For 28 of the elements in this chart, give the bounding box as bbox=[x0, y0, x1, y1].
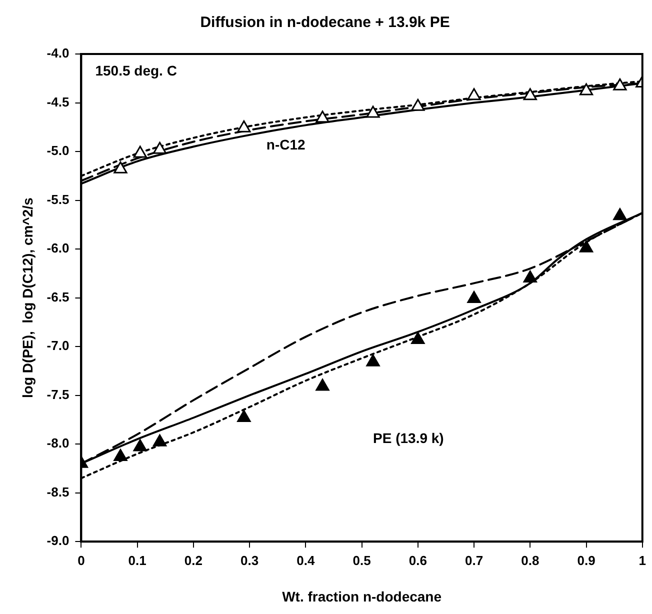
x-tick-label: 0.2 bbox=[184, 552, 202, 568]
y-tick-label: -6.5 bbox=[46, 289, 70, 304]
x-tick-label: 0 bbox=[78, 552, 85, 568]
y-tick-label: -8.0 bbox=[46, 436, 70, 451]
y-tick-label: -7.5 bbox=[46, 386, 70, 402]
y-tick-label: -6.0 bbox=[46, 240, 70, 256]
y-tick-label: -9.0 bbox=[46, 533, 70, 548]
annotation: PE (13.9 k) bbox=[373, 430, 444, 446]
y-tick-label: -7.0 bbox=[46, 338, 70, 354]
x-tick-label: 0.4 bbox=[296, 552, 316, 568]
x-tick-label: 0.3 bbox=[240, 552, 259, 568]
y-axis-title: log D(PE), log D(C12), cm^2/s bbox=[19, 197, 36, 398]
annotation: 150.5 deg. C bbox=[95, 62, 177, 78]
y-tick-label: -8.5 bbox=[46, 484, 70, 500]
x-tick-label: 0.6 bbox=[408, 552, 427, 568]
x-tick-label: 0.7 bbox=[464, 552, 484, 568]
x-tick-label: 0.8 bbox=[521, 552, 540, 568]
y-tick-label: -4.0 bbox=[46, 46, 70, 61]
y-tick-label: -4.5 bbox=[46, 94, 70, 110]
x-axis-title: Wt. fraction n-dodecane bbox=[282, 588, 442, 604]
x-tick-label: 0.5 bbox=[352, 552, 371, 568]
chart-title: Diffusion in n-dodecane + 13.9k PE bbox=[200, 14, 450, 32]
y-tick-label: -5.0 bbox=[46, 143, 70, 158]
annotation: n-C12 bbox=[266, 136, 306, 153]
x-tick-label: 0.1 bbox=[128, 552, 146, 568]
y-tick-label: -5.5 bbox=[46, 192, 70, 207]
x-tick-label: 1 bbox=[638, 552, 646, 568]
x-tick-label: 0.9 bbox=[577, 552, 596, 568]
